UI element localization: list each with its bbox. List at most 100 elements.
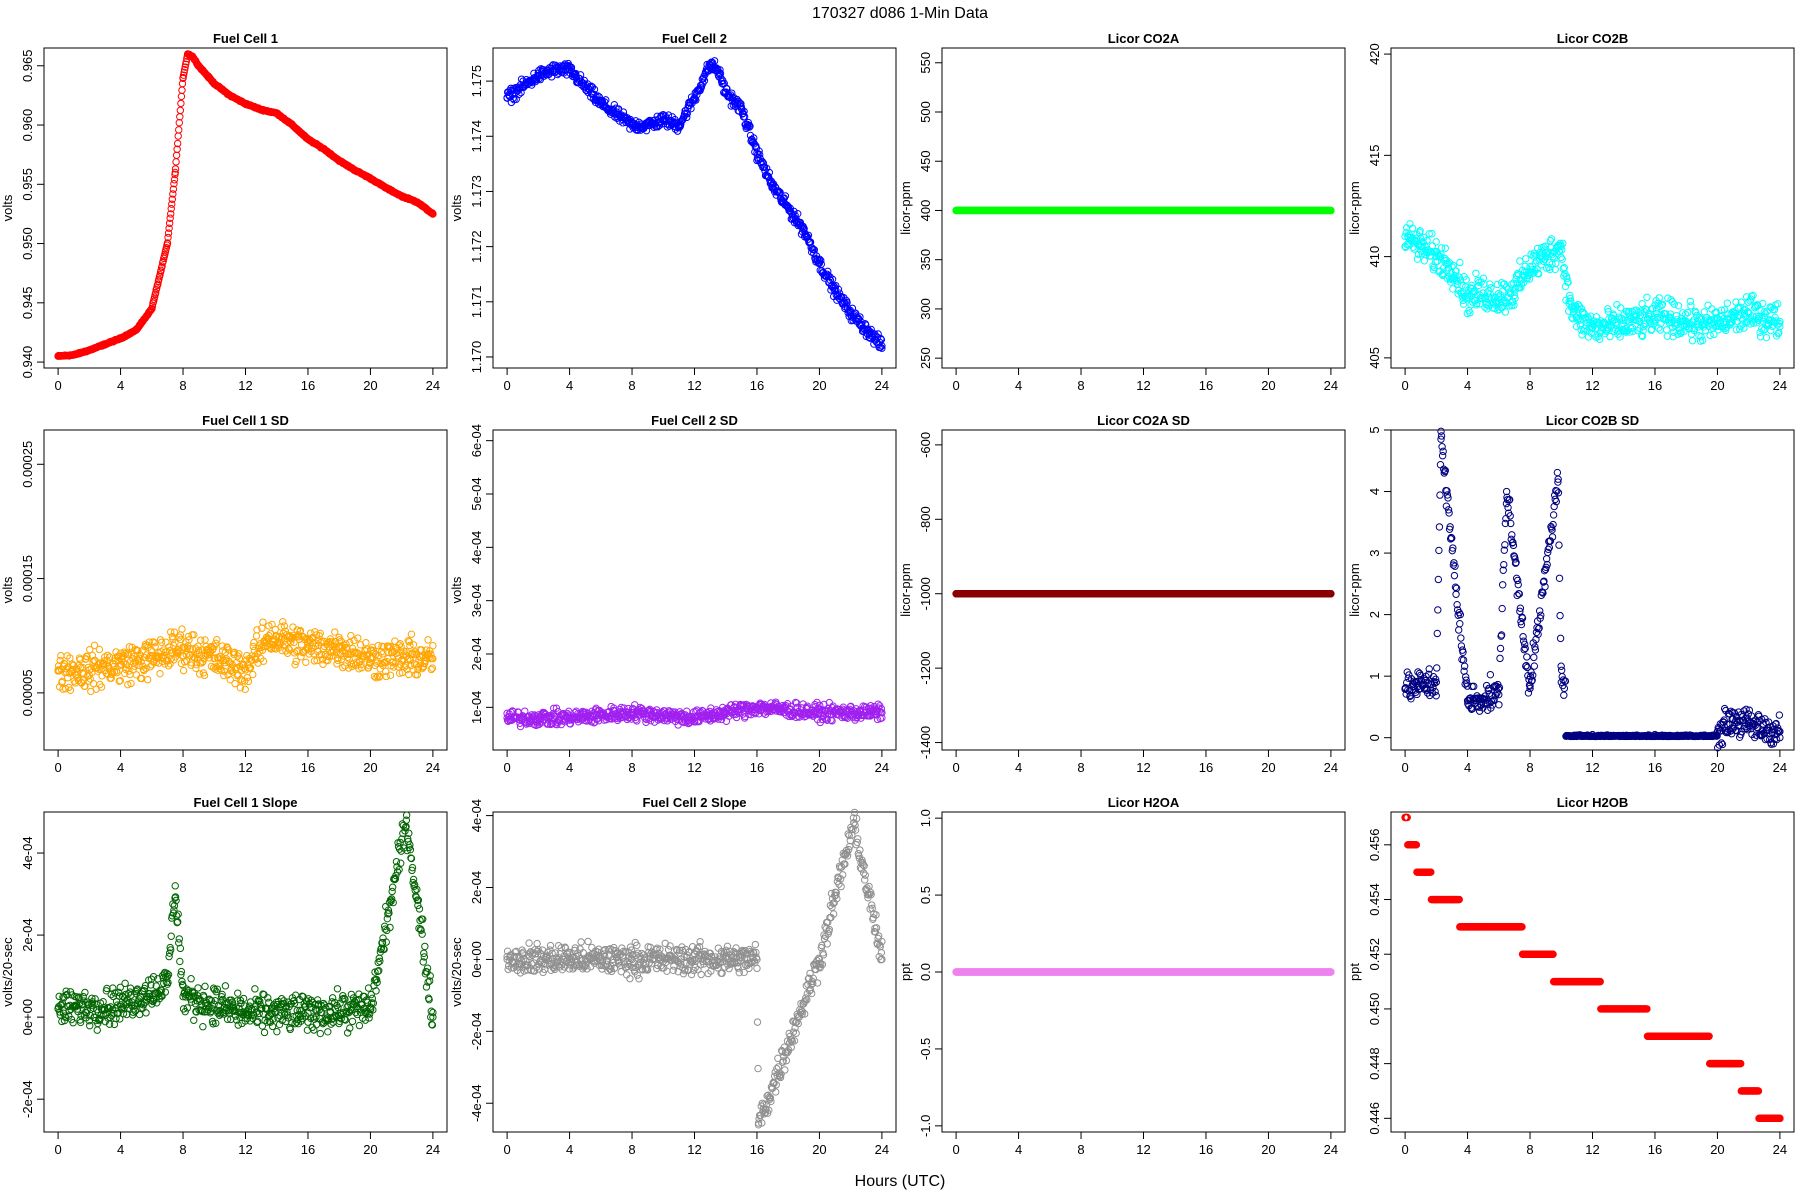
data-point	[739, 109, 747, 118]
x-tick-label: 12	[1585, 378, 1599, 393]
x-tick-label: 8	[179, 760, 186, 775]
x-tick-label: 0	[503, 378, 510, 393]
y-tick-label: 5e-04	[469, 477, 484, 510]
data-point	[163, 239, 172, 247]
data-point	[173, 145, 181, 153]
data-point	[1606, 332, 1614, 341]
x-tick-label: 0	[1401, 378, 1408, 393]
series-cloud	[503, 698, 886, 731]
y-tick-label: -800	[918, 506, 933, 532]
x-axis-label: Hours (UTC)	[855, 1173, 946, 1190]
x-tick-label: 16	[750, 760, 764, 775]
x-tick-label: 16	[1199, 378, 1213, 393]
y-tick-label: 3e-04	[469, 584, 484, 617]
panel-title: Fuel Cell 2 SD	[651, 413, 738, 428]
data-point	[168, 195, 177, 203]
y-tick-label: 1.172	[469, 230, 484, 263]
data-point	[728, 89, 736, 97]
x-tick-label: 8	[179, 378, 186, 393]
data-point	[1432, 238, 1440, 246]
series-cloud	[1401, 220, 1784, 345]
y-tick-label: -1200	[918, 652, 933, 685]
y-tick-label: 0.955	[20, 168, 35, 201]
x-tick-label: 0	[54, 378, 61, 393]
data-point	[170, 180, 178, 188]
data-point	[1774, 300, 1782, 308]
data-point	[710, 57, 719, 65]
data-point	[167, 210, 175, 218]
x-tick-label: 20	[363, 760, 377, 775]
data-point	[610, 100, 619, 109]
data-point	[172, 151, 181, 159]
data-point	[1493, 280, 1502, 289]
x-tick-label: 24	[1773, 378, 1787, 393]
panel-fc1sd: Fuel Cell 1 SD0 4 8 12 16 20 240.000050.000150…	[0, 413, 448, 775]
x-tick-label: 12	[1136, 760, 1150, 775]
x-tick-label: 20	[1261, 378, 1275, 393]
data-point	[642, 126, 651, 135]
data-point	[362, 639, 370, 647]
y-axis-label: licor-ppm	[898, 563, 913, 616]
data-point	[1756, 333, 1765, 341]
x-tick-label: 0	[952, 760, 959, 775]
data-point	[178, 79, 187, 88]
x-tick-label: 0	[952, 378, 959, 393]
plot-frame	[43, 429, 448, 751]
data-point	[164, 229, 173, 237]
x-tick-label: 12	[238, 378, 252, 393]
x-tick-label: 24	[1324, 760, 1338, 775]
data-point	[148, 305, 156, 313]
x-tick-label: 24	[875, 378, 889, 393]
y-tick-label: 4e-04	[469, 531, 484, 564]
y-tick-label: 1.170	[469, 341, 484, 374]
x-tick-label: 20	[1710, 378, 1724, 393]
data-point	[165, 224, 173, 232]
data-point	[302, 658, 310, 666]
data-point	[1643, 293, 1651, 301]
x-tick-label: 20	[812, 760, 826, 775]
plot-frame	[43, 47, 448, 369]
data-point	[174, 132, 182, 140]
y-tick-label: 300	[918, 298, 933, 320]
panel-title: Licor CO2A SD	[1097, 413, 1190, 428]
panel-title: Fuel Cell 1	[213, 31, 278, 46]
x-tick-label: 4	[566, 378, 573, 393]
x-tick-label: 4	[1015, 760, 1022, 775]
data-point	[687, 104, 695, 113]
x-tick-label: 20	[363, 378, 377, 393]
y-axis-label: volts	[449, 576, 464, 603]
y-tick-label: 550	[918, 52, 933, 74]
data-point	[738, 105, 746, 114]
x-tick-label: 20	[812, 378, 826, 393]
data-point	[515, 90, 523, 99]
y-tick-label: 500	[918, 101, 933, 123]
data-point	[213, 636, 221, 644]
x-tick-label: 24	[875, 760, 889, 775]
y-tick-label: 415	[1367, 144, 1382, 166]
x-tick-label: 24	[1324, 378, 1338, 393]
data-point	[271, 625, 279, 634]
y-tick-label: 0.00015	[20, 555, 35, 602]
data-point	[176, 106, 185, 115]
y-tick-label: 0.945	[20, 287, 35, 320]
panel-fc2sd: Fuel Cell 2 SD0 4 8 12 16 20 241e-042e-043e-04…	[449, 413, 897, 775]
data-point	[57, 652, 65, 660]
data-point	[1688, 337, 1697, 345]
data-point	[201, 636, 209, 644]
data-point	[171, 165, 180, 173]
data-point	[718, 79, 726, 88]
panel-fc1: Fuel Cell 10 4 8 12 16 20 240.9400.9450.9500.9…	[0, 31, 448, 393]
data-point	[1472, 269, 1480, 277]
y-tick-label: 0.965	[20, 50, 35, 83]
y-tick-label: 1.173	[469, 175, 484, 208]
data-point	[169, 185, 178, 193]
data-point	[158, 262, 166, 270]
data-point	[172, 158, 180, 166]
data-point	[1762, 333, 1771, 342]
panels: Fuel Cell 10 4 8 12 16 20 240.9400.9450.9500.9…	[0, 31, 1795, 1157]
data-point	[683, 109, 691, 118]
data-point	[1767, 326, 1775, 335]
data-point	[331, 628, 339, 636]
x-tick-label: 16	[1648, 378, 1662, 393]
